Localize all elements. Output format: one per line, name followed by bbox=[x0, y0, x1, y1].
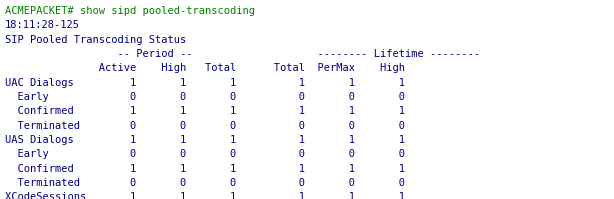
Text: Early             0       0       0          0       0       0: Early 0 0 0 0 0 0 bbox=[5, 149, 405, 159]
Text: -- Period --                    -------- Lifetime --------: -- Period -- -------- Lifetime -------- bbox=[5, 49, 480, 59]
Text: 18:11:28-125: 18:11:28-125 bbox=[5, 20, 80, 30]
Text: Confirmed         1       1       1          1       1       1: Confirmed 1 1 1 1 1 1 bbox=[5, 106, 405, 116]
Text: Early             0       0       0          0       0       0: Early 0 0 0 0 0 0 bbox=[5, 92, 405, 102]
Text: UAC Dialogs         1       1       1          1       1       1: UAC Dialogs 1 1 1 1 1 1 bbox=[5, 78, 405, 88]
Text: XCodeSessions       1       1       1          1       1       1: XCodeSessions 1 1 1 1 1 1 bbox=[5, 192, 405, 199]
Text: Terminated        0       0       0          0       0       0: Terminated 0 0 0 0 0 0 bbox=[5, 121, 405, 131]
Text: Terminated        0       0       0          0       0       0: Terminated 0 0 0 0 0 0 bbox=[5, 178, 405, 188]
Text: ACMEPACKET# show sipd pooled-transcoding: ACMEPACKET# show sipd pooled-transcoding bbox=[5, 6, 255, 16]
Text: Active    High   Total      Total  PerMax    High: Active High Total Total PerMax High bbox=[5, 63, 405, 73]
Text: SIP Pooled Transcoding Status: SIP Pooled Transcoding Status bbox=[5, 35, 186, 45]
Text: UAS Dialogs         1       1       1          1       1       1: UAS Dialogs 1 1 1 1 1 1 bbox=[5, 135, 405, 145]
Text: Confirmed         1       1       1          1       1       1: Confirmed 1 1 1 1 1 1 bbox=[5, 164, 405, 174]
